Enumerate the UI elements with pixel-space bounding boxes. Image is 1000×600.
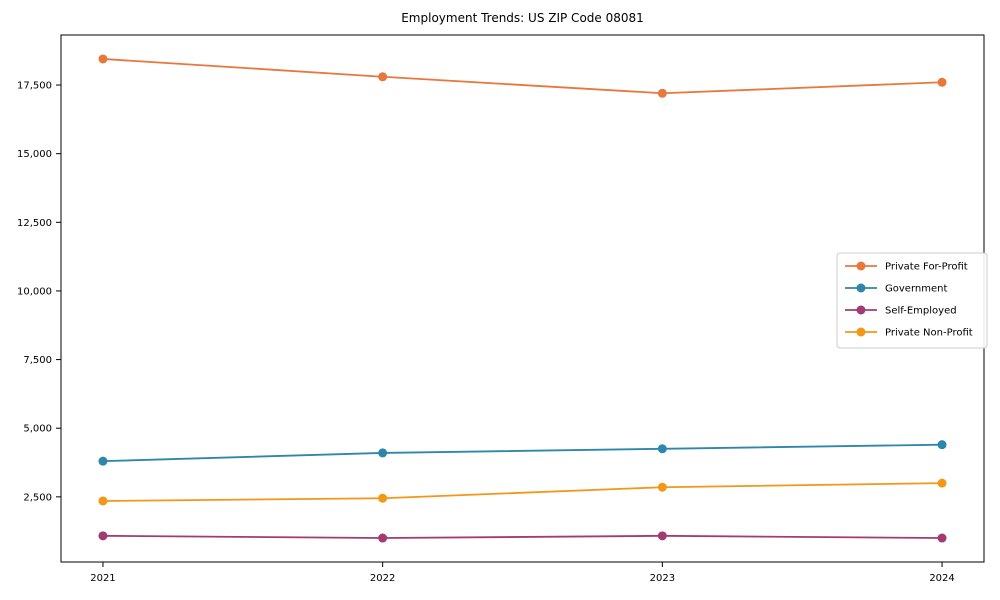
data-point-private-for-profit bbox=[937, 77, 947, 87]
legend-label-government: Government bbox=[885, 284, 947, 295]
data-point-private-non-profit bbox=[937, 478, 947, 488]
data-point-private-non-profit bbox=[657, 482, 667, 492]
y-tick-label: 17,500 bbox=[17, 81, 52, 92]
data-point-government bbox=[378, 448, 388, 458]
y-tick-label: 5,000 bbox=[23, 424, 52, 435]
legend-label-private-non-profit: Private Non-Profit bbox=[885, 328, 973, 339]
data-point-government bbox=[657, 444, 667, 454]
data-point-private-for-profit bbox=[98, 54, 108, 64]
y-tick-label: 12,500 bbox=[17, 218, 52, 229]
data-point-private-non-profit bbox=[98, 496, 108, 506]
data-point-private-for-profit bbox=[657, 88, 667, 98]
y-tick-label: 2,500 bbox=[23, 492, 52, 503]
data-point-government bbox=[937, 440, 947, 450]
x-tick-label: 2022 bbox=[370, 573, 395, 584]
data-point-self-employed bbox=[378, 533, 388, 543]
data-point-self-employed bbox=[98, 531, 108, 541]
series-line-private-non-profit bbox=[102, 482, 943, 502]
legend-marker-icon bbox=[856, 261, 866, 271]
series-line-private-for-profit bbox=[102, 58, 943, 95]
y-tick-label: 10,000 bbox=[17, 286, 52, 297]
series-line-government bbox=[102, 443, 943, 463]
legend-label-private-for-profit: Private For-Profit bbox=[885, 262, 968, 273]
data-point-government bbox=[98, 456, 108, 466]
y-tick-label: 15,000 bbox=[17, 149, 52, 160]
legend-box bbox=[836, 252, 988, 349]
x-tick-label: 2023 bbox=[650, 573, 675, 584]
legend-marker-icon bbox=[856, 327, 866, 337]
legend-marker-icon bbox=[856, 283, 866, 293]
data-point-private-for-profit bbox=[378, 72, 388, 82]
data-point-private-non-profit bbox=[378, 493, 388, 503]
chart-title: Employment Trends: US ZIP Code 08081 bbox=[401, 11, 644, 25]
legend-marker-icon bbox=[856, 305, 866, 315]
x-tick-label: 2021 bbox=[90, 573, 115, 584]
data-point-self-employed bbox=[657, 531, 667, 541]
x-tick-label: 2024 bbox=[929, 573, 954, 584]
y-tick-label: 7,500 bbox=[23, 355, 52, 366]
data-point-self-employed bbox=[937, 533, 947, 543]
series-line-self-employed bbox=[102, 534, 943, 539]
legend-label-self-employed: Self-Employed bbox=[885, 306, 957, 317]
legend: Private For-Profit Government Self-Employe… bbox=[836, 252, 988, 349]
